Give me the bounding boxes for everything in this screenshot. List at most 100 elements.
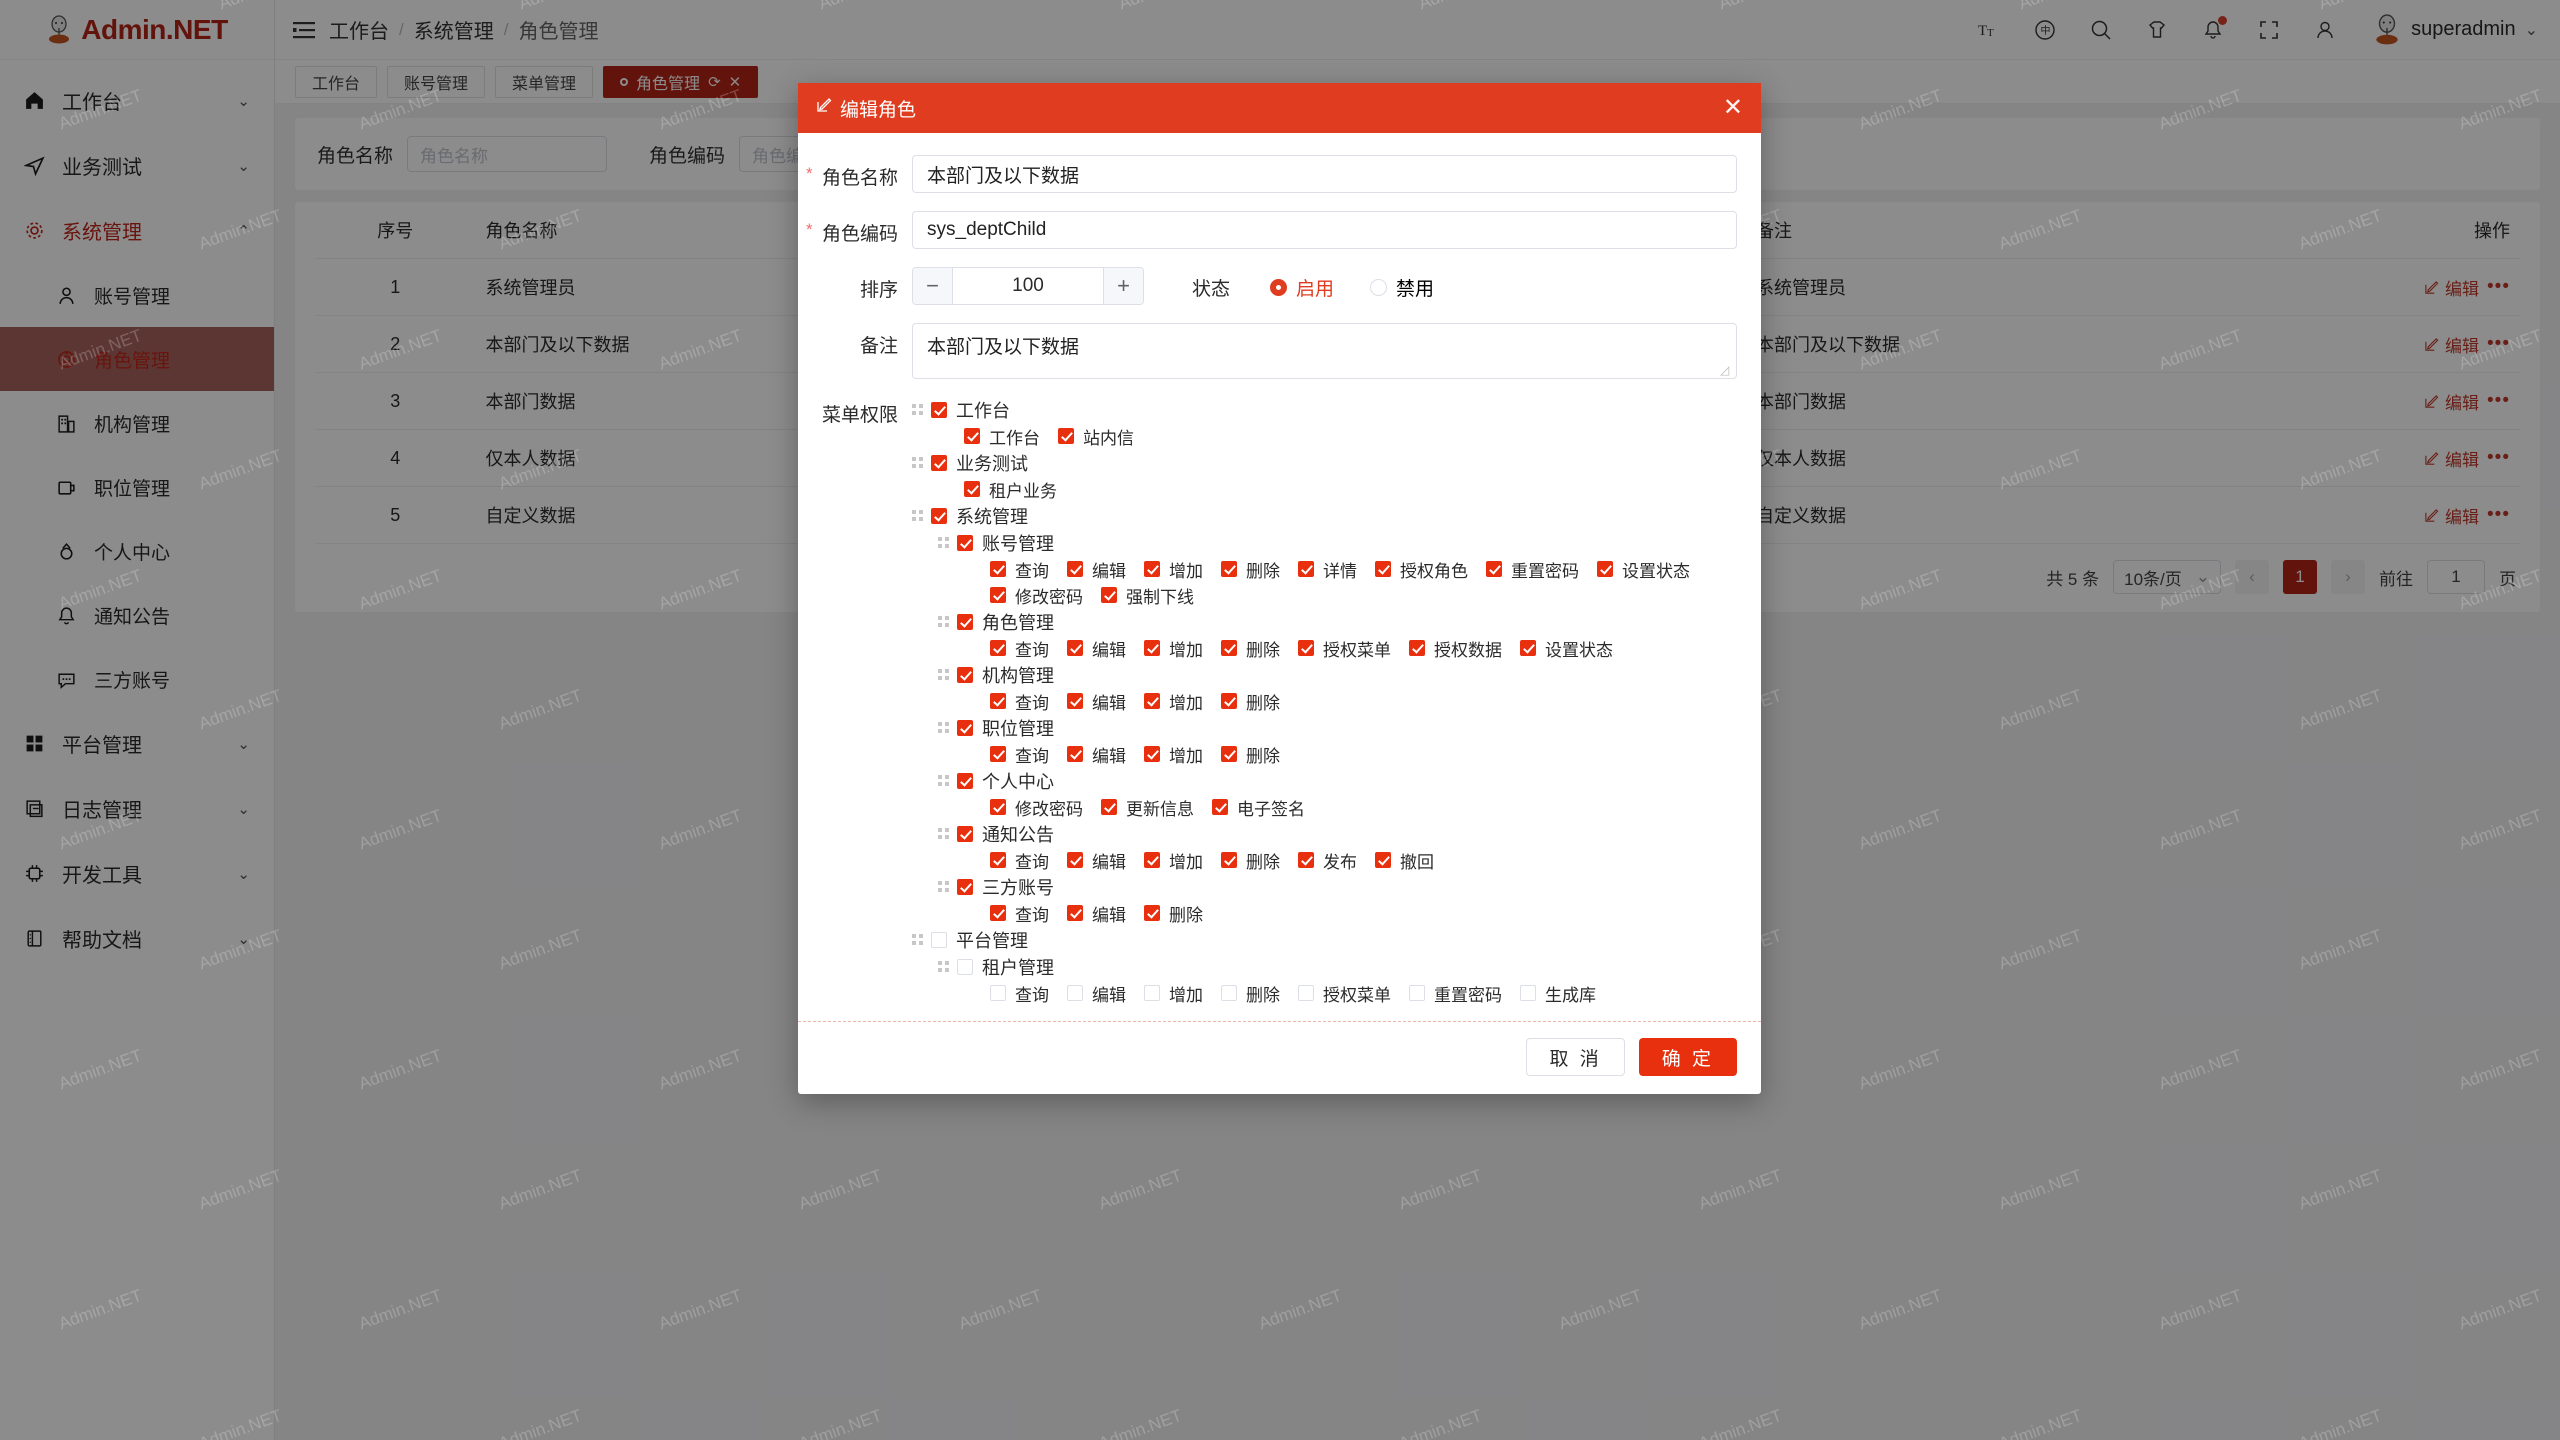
permission-checkbox-0[interactable] bbox=[931, 402, 947, 418]
cancel-button[interactable]: 取 消 bbox=[1526, 1038, 1625, 1076]
edit-row-button[interactable]: 编辑 bbox=[2424, 389, 2479, 414]
permission-checkbox-8-0[interactable] bbox=[990, 852, 1006, 868]
permission-checkbox-11-2[interactable] bbox=[1144, 985, 1160, 1001]
row-more-button[interactable]: ••• bbox=[2487, 447, 2510, 468]
permission-checkbox-4-3[interactable] bbox=[1221, 640, 1237, 656]
status-radio-enabled[interactable]: 启用 bbox=[1270, 274, 1334, 301]
permission-checkbox-4-4[interactable] bbox=[1298, 640, 1314, 656]
permission-checkbox-0-0[interactable] bbox=[964, 428, 980, 444]
tab-2[interactable]: 菜单管理 bbox=[495, 65, 594, 98]
row-more-button[interactable]: ••• bbox=[2487, 390, 2510, 411]
permission-checkbox-11-1[interactable] bbox=[1067, 985, 1083, 1001]
permission-checkbox-9[interactable] bbox=[957, 879, 973, 895]
permission-checkbox-3-2[interactable] bbox=[1144, 561, 1160, 577]
permission-checkbox-3-5[interactable] bbox=[1375, 561, 1391, 577]
sidebar-item-12[interactable]: 开发工具 ⌄ bbox=[0, 841, 274, 906]
remark-textarea[interactable]: 本部门及以下数据 ◿ bbox=[912, 323, 1737, 379]
tab-refresh-icon[interactable]: ⟳ bbox=[708, 73, 721, 91]
sidebar-item-2[interactable]: 系统管理 ⌃ bbox=[0, 198, 274, 263]
bell-icon[interactable] bbox=[2200, 15, 2228, 43]
sidebar-item-5[interactable]: 机构管理 bbox=[0, 391, 274, 455]
theme-shirt-icon[interactable] bbox=[2144, 17, 2170, 43]
sidebar-item-8[interactable]: 通知公告 bbox=[0, 583, 274, 647]
sort-decrement-button[interactable]: − bbox=[913, 268, 953, 304]
permission-checkbox-1[interactable] bbox=[931, 455, 947, 471]
user-icon[interactable] bbox=[2312, 17, 2338, 43]
permission-checkbox-0-1[interactable] bbox=[1058, 428, 1074, 444]
permission-checkbox-8-5[interactable] bbox=[1375, 852, 1391, 868]
permission-checkbox-6-3[interactable] bbox=[1221, 746, 1237, 762]
permission-checkbox-11[interactable] bbox=[957, 959, 973, 975]
drag-handle-icon[interactable] bbox=[938, 669, 950, 681]
role-name-input[interactable]: 本部门及以下数据 bbox=[912, 155, 1737, 193]
edit-row-button[interactable]: 编辑 bbox=[2424, 503, 2479, 528]
permission-checkbox-4-6[interactable] bbox=[1520, 640, 1536, 656]
permission-checkbox-8-2[interactable] bbox=[1144, 852, 1160, 868]
confirm-button[interactable]: 确 定 bbox=[1638, 1038, 1737, 1076]
permission-checkbox-6-2[interactable] bbox=[1144, 746, 1160, 762]
permission-checkbox-5-3[interactable] bbox=[1221, 693, 1237, 709]
permission-checkbox-4-5[interactable] bbox=[1409, 640, 1425, 656]
permission-checkbox-3-4[interactable] bbox=[1298, 561, 1314, 577]
permission-checkbox-7-0[interactable] bbox=[990, 799, 1006, 815]
tab-1[interactable]: 账号管理 bbox=[387, 65, 486, 98]
sidebar-item-11[interactable]: 日志管理 ⌄ bbox=[0, 776, 274, 841]
drag-handle-icon[interactable] bbox=[912, 457, 924, 469]
sort-increment-button[interactable]: + bbox=[1103, 268, 1143, 304]
drag-handle-icon[interactable] bbox=[938, 775, 950, 787]
permission-checkbox-9-1[interactable] bbox=[1067, 905, 1083, 921]
drag-handle-icon[interactable] bbox=[912, 404, 924, 416]
permission-checkbox-8-1[interactable] bbox=[1067, 852, 1083, 868]
sidebar-item-9[interactable]: 三方账号 bbox=[0, 647, 274, 711]
search-input-name[interactable]: 角色名称 bbox=[407, 136, 608, 172]
permission-checkbox-2[interactable] bbox=[931, 508, 947, 524]
sidebar-item-10[interactable]: 平台管理 ⌄ bbox=[0, 711, 274, 776]
breadcrumb-item-0[interactable]: 工作台 bbox=[329, 21, 389, 43]
permission-checkbox-9-0[interactable] bbox=[990, 905, 1006, 921]
drag-handle-icon[interactable] bbox=[938, 828, 950, 840]
breadcrumb-item-1[interactable]: 系统管理 bbox=[413, 21, 494, 43]
permission-checkbox-4[interactable] bbox=[957, 614, 973, 630]
permission-checkbox-6[interactable] bbox=[957, 720, 973, 736]
search-icon[interactable] bbox=[2088, 17, 2114, 43]
sidebar-item-3[interactable]: 账号管理 bbox=[0, 263, 274, 327]
permission-checkbox-8-4[interactable] bbox=[1298, 852, 1314, 868]
permission-checkbox-3-3[interactable] bbox=[1221, 561, 1237, 577]
permission-checkbox-9-2[interactable] bbox=[1144, 905, 1160, 921]
row-more-button[interactable]: ••• bbox=[2487, 333, 2510, 354]
page-1-button[interactable]: 1 bbox=[2283, 560, 2317, 594]
permission-checkbox-8[interactable] bbox=[957, 826, 973, 842]
prev-page-button[interactable]: ‹ bbox=[2235, 560, 2269, 594]
fullscreen-icon[interactable] bbox=[2256, 17, 2282, 43]
app-logo[interactable]: Admin.NET bbox=[0, 0, 274, 60]
tab-close-icon[interactable]: ✕ bbox=[728, 73, 742, 91]
permission-checkbox-3[interactable] bbox=[957, 535, 973, 551]
permission-checkbox-3-1[interactable] bbox=[1067, 561, 1083, 577]
permission-checkbox-5-2[interactable] bbox=[1144, 693, 1160, 709]
goto-page-input[interactable]: 1 bbox=[2427, 560, 2485, 594]
permission-checkbox-10[interactable] bbox=[931, 932, 947, 948]
permission-checkbox-11-0[interactable] bbox=[990, 985, 1006, 1001]
user-menu[interactable]: superadmin ⌄ bbox=[2372, 13, 2538, 46]
sidebar-item-1[interactable]: 业务测试 ⌄ bbox=[0, 133, 274, 198]
sidebar-item-13[interactable]: 帮助文档 ⌄ bbox=[0, 906, 274, 971]
tab-0[interactable]: 工作台 bbox=[295, 65, 378, 98]
permission-checkbox-3-0[interactable] bbox=[990, 561, 1006, 577]
permission-checkbox-3-8[interactable] bbox=[990, 587, 1006, 603]
row-more-button[interactable]: ••• bbox=[2487, 276, 2510, 297]
permission-checkbox-7-2[interactable] bbox=[1212, 799, 1228, 815]
permission-checkbox-3-9[interactable] bbox=[1101, 587, 1117, 603]
permission-checkbox-7-1[interactable] bbox=[1101, 799, 1117, 815]
drag-handle-icon[interactable] bbox=[938, 616, 950, 628]
edit-row-button[interactable]: 编辑 bbox=[2424, 275, 2479, 300]
status-radio-disabled[interactable]: 禁用 bbox=[1370, 274, 1434, 301]
menu-collapse-icon[interactable] bbox=[293, 21, 315, 39]
permission-checkbox-1-0[interactable] bbox=[964, 481, 980, 497]
sort-value-input[interactable]: 100 bbox=[1012, 275, 1044, 296]
permission-checkbox-3-7[interactable] bbox=[1597, 561, 1613, 577]
tab-3[interactable]: 角色管理 ⟳ ✕ bbox=[603, 65, 759, 98]
drag-handle-icon[interactable] bbox=[938, 537, 950, 549]
sidebar-item-4[interactable]: 角色管理 bbox=[0, 327, 274, 391]
permission-checkbox-5-1[interactable] bbox=[1067, 693, 1083, 709]
